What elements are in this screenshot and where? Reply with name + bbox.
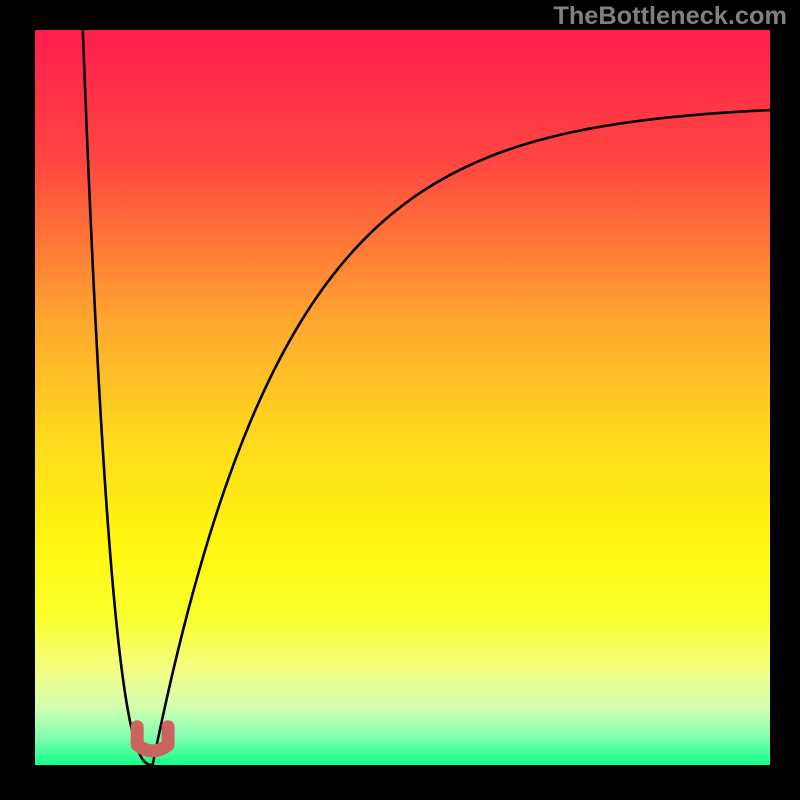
canvas-root: TheBottleneck.com <box>0 0 800 800</box>
gradient-background <box>35 30 770 765</box>
watermark-text: TheBottleneck.com <box>553 2 787 31</box>
plot-svg <box>35 30 770 765</box>
plot-area <box>35 30 770 765</box>
